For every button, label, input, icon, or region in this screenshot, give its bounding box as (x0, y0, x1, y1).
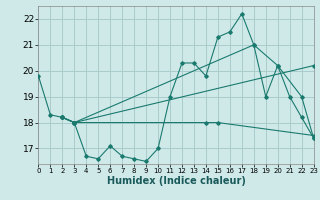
X-axis label: Humidex (Indice chaleur): Humidex (Indice chaleur) (107, 176, 245, 186)
